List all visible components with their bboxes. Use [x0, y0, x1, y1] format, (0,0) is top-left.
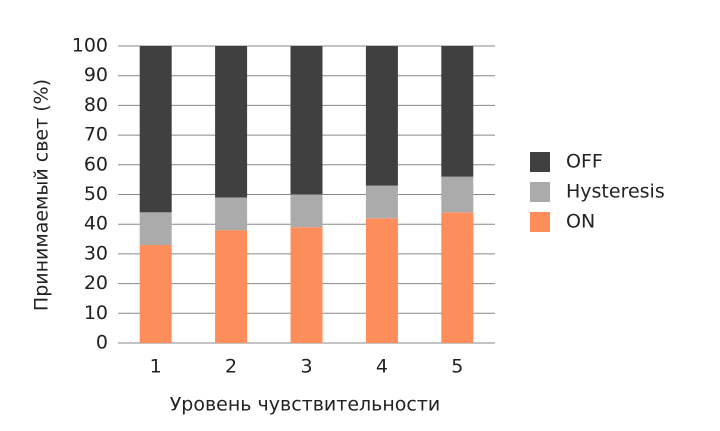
bar-segment — [290, 194, 323, 228]
x-tick-label: 4 — [376, 356, 388, 378]
y-tick-label: 100 — [72, 35, 108, 57]
bar-segment — [215, 197, 248, 231]
bar-segment — [441, 212, 474, 343]
legend-swatch — [530, 212, 550, 232]
legend-label: Hysteresis — [566, 181, 665, 203]
bar-segment — [441, 46, 474, 177]
y-tick-label: 50 — [84, 183, 108, 205]
x-tick-label: 5 — [451, 356, 463, 378]
y-tick-label: 40 — [84, 213, 108, 235]
x-tick-label: 3 — [300, 356, 312, 378]
bar-segment — [215, 230, 248, 343]
bar-segment — [139, 212, 172, 245]
bar-segment — [139, 46, 172, 213]
bar-segment — [139, 244, 172, 343]
bar-segment — [365, 46, 398, 186]
y-tick-label: 60 — [84, 153, 108, 175]
bar-segment — [215, 46, 248, 198]
legend-swatch — [530, 182, 550, 202]
x-tick-label: 2 — [225, 356, 237, 378]
legend-label: OFF — [566, 151, 603, 173]
x-axis-label: Уровень чувствительности — [170, 394, 441, 416]
legend-swatch — [530, 152, 550, 172]
y-tick-label: 70 — [84, 124, 108, 146]
legend-label: ON — [566, 211, 595, 233]
y-tick-label: 10 — [84, 302, 108, 324]
y-tick-label: 30 — [84, 242, 108, 264]
y-tick-label: 90 — [84, 64, 108, 86]
bar-segment — [290, 227, 323, 343]
bar-segment — [365, 218, 398, 343]
y-axis-label: Принимаемый свет (%) — [31, 79, 53, 311]
bar-segment — [441, 176, 474, 213]
y-tick-label: 20 — [84, 272, 108, 294]
x-tick-label: 1 — [150, 356, 162, 378]
y-tick-label: 0 — [96, 332, 108, 354]
bar-segment — [290, 46, 323, 195]
bar-segment — [365, 185, 398, 219]
y-tick-label: 80 — [84, 94, 108, 116]
